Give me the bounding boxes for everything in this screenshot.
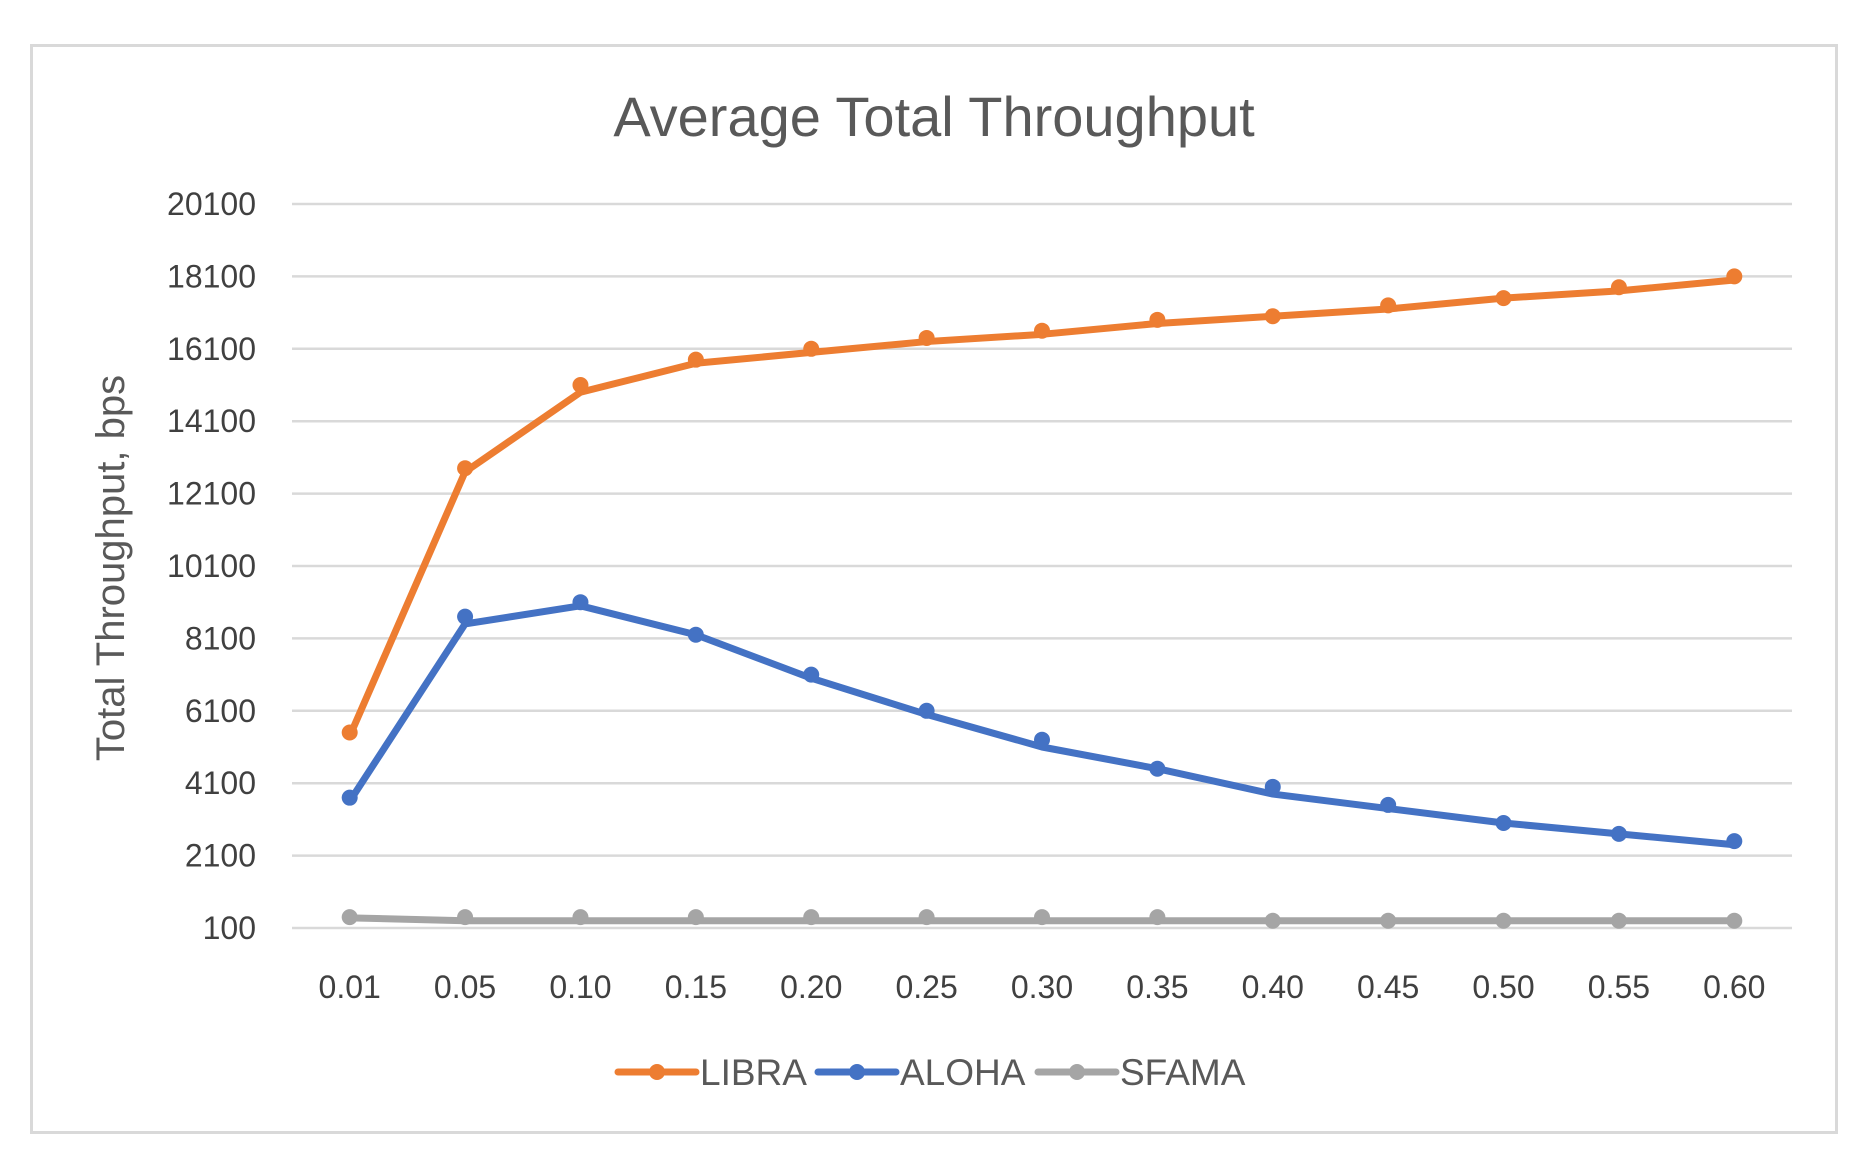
data-point-sfama: [1149, 909, 1166, 926]
y-tick-label: 6100: [185, 693, 256, 729]
data-point-aloha: [457, 608, 474, 625]
data-point-aloha: [341, 789, 358, 806]
data-point-sfama: [457, 909, 474, 926]
series-sfama: [341, 909, 1743, 929]
legend-item-aloha: ALOHA: [814, 1052, 1026, 1093]
series-line-aloha: [346, 602, 1738, 849]
data-point-aloha: [687, 626, 704, 643]
x-tick-label: 0.10: [549, 969, 611, 1005]
legend-label: ALOHA: [900, 1052, 1026, 1093]
y-tick-label: 12100: [167, 476, 256, 512]
legend: LIBRA ALOHA SFAMA: [614, 1052, 1246, 1093]
y-tick-label: 20100: [167, 186, 256, 222]
x-tick-label: 0.01: [319, 969, 381, 1005]
y-tick-label: 100: [203, 910, 256, 946]
data-point-aloha: [1726, 833, 1743, 850]
data-point-libra: [918, 329, 935, 346]
x-tick-label: 0.35: [1126, 969, 1188, 1005]
data-point-sfama: [803, 909, 820, 926]
chart-frame: [30, 44, 1838, 1134]
data-point-aloha: [918, 702, 935, 719]
data-point-libra: [803, 340, 820, 357]
x-tick-label: 0.30: [1011, 969, 1073, 1005]
data-point-aloha: [1610, 825, 1627, 842]
y-tick-label: 8100: [185, 620, 256, 656]
data-point-libra: [1149, 311, 1166, 328]
data-point-libra: [687, 351, 704, 368]
data-point-aloha: [1034, 731, 1050, 748]
x-tick-label: 0.05: [434, 969, 496, 1005]
y-tick-label: 16100: [167, 331, 256, 367]
legend-item-sfama: SFAMA: [1034, 1052, 1246, 1093]
x-tick-label: 0.60: [1703, 969, 1765, 1005]
data-point-libra: [1726, 268, 1743, 285]
data-point-sfama: [1380, 912, 1397, 929]
data-point-libra: [1495, 290, 1512, 307]
data-point-sfama: [1495, 912, 1512, 929]
legend-label: LIBRA: [700, 1052, 807, 1093]
x-tick-label: 0.25: [895, 969, 957, 1005]
legend-label: SFAMA: [1120, 1052, 1246, 1093]
y-tick-label: 2100: [185, 838, 256, 874]
data-point-sfama: [341, 909, 358, 926]
data-point-libra: [572, 377, 589, 393]
data-point-libra: [1034, 322, 1050, 339]
data-point-aloha: [803, 666, 820, 683]
legend-swatch-marker: [849, 1064, 865, 1080]
data-point-sfama: [572, 909, 589, 926]
chart-title: Average Total Throughput: [613, 85, 1255, 148]
legend-swatch-marker: [649, 1064, 665, 1080]
x-tick-label: 0.55: [1588, 969, 1650, 1005]
data-point-libra: [457, 460, 474, 477]
data-point-libra: [1610, 279, 1627, 296]
x-tick-label: 0.50: [1472, 969, 1534, 1005]
data-point-sfama: [687, 909, 704, 926]
data-point-aloha: [1380, 796, 1397, 813]
y-tick-label: 18100: [167, 258, 256, 294]
data-point-sfama: [1726, 912, 1743, 929]
y-tick-label: 4100: [185, 765, 256, 801]
data-point-aloha: [572, 594, 589, 611]
data-point-sfama: [918, 909, 935, 926]
x-tick-label: 0.40: [1242, 969, 1304, 1005]
data-point-libra: [1264, 308, 1281, 325]
x-axis-ticks: 0.01 0.05 0.10 0.15 0.20 0.25 0.30 0.35 0.40 0.45…: [319, 969, 1766, 1005]
x-tick-label: 0.20: [780, 969, 842, 1005]
data-point-aloha: [1149, 760, 1166, 777]
gridlines: [292, 202, 1792, 930]
y-tick-label: 14100: [167, 403, 256, 439]
series-group: [341, 268, 1743, 929]
data-point-sfama: [1264, 912, 1281, 929]
series-aloha: [341, 594, 1743, 850]
data-point-aloha: [1495, 815, 1512, 832]
y-axis-label: Total Throughput, bps: [89, 375, 133, 761]
x-tick-label: 0.45: [1357, 969, 1419, 1005]
series-libra: [341, 268, 1743, 741]
data-point-sfama: [1610, 912, 1627, 929]
data-point-sfama: [1034, 909, 1050, 926]
x-tick-label: 0.15: [665, 969, 727, 1005]
legend-swatch-marker: [1069, 1064, 1085, 1080]
data-point-libra: [341, 724, 358, 741]
data-point-libra: [1380, 297, 1397, 314]
y-tick-label: 10100: [167, 548, 256, 584]
data-point-aloha: [1264, 778, 1281, 795]
y-axis-ticks: 100 2100 4100 6100 8100 10100 12100 14100 16100 1…: [167, 186, 256, 946]
legend-item-libra: LIBRA: [614, 1052, 807, 1093]
